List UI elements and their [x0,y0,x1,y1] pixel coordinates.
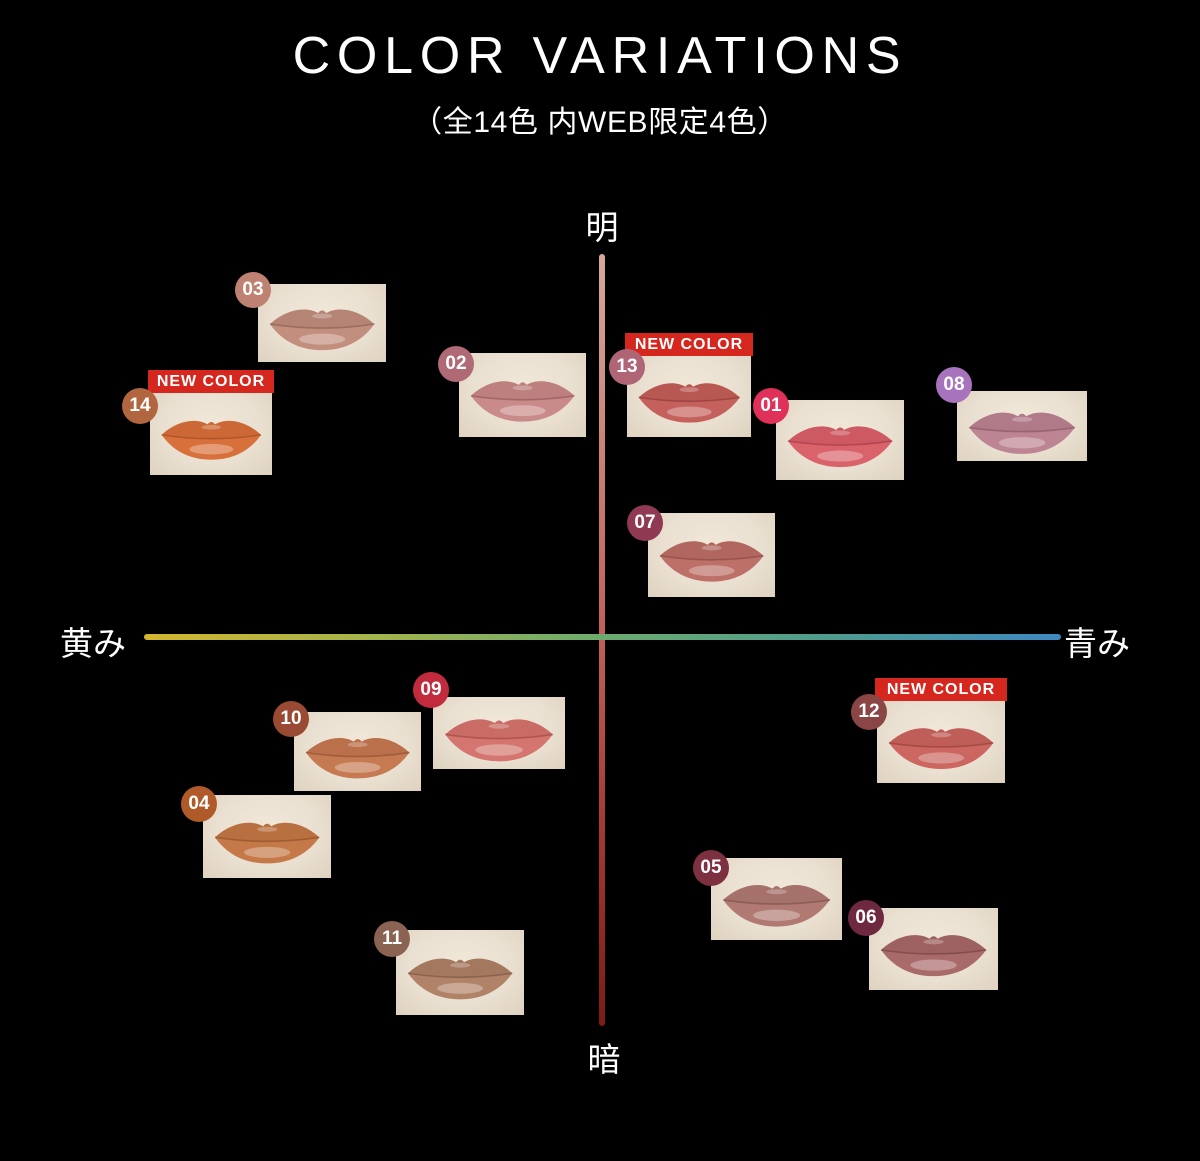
lip-photo [957,391,1087,461]
color-number-badge: 04 [181,786,217,822]
lip-photo [258,284,386,362]
lips-illustration [407,958,513,1000]
color-number-badge: 13 [609,349,645,385]
color-swatch: 06 [848,900,998,990]
lips-illustration [659,541,764,582]
vertical-axis-line [599,254,605,1026]
color-number-badge: 06 [848,900,884,936]
color-swatch: 02 [438,346,586,437]
axis-label-bright: 明 [585,209,619,246]
lip-photo [869,908,998,990]
lip-photo [459,353,586,437]
color-number-badge: 11 [374,921,410,957]
axis-label-yellowish: 黄み [60,625,126,662]
lips-illustration [305,737,410,779]
color-number-badge: 12 [851,694,887,730]
lips-illustration [445,718,553,761]
color-swatch: 10 [273,701,421,791]
lips-illustration [161,421,261,460]
lips-illustration [969,412,1075,454]
color-number-badge: 03 [235,272,271,308]
lips-illustration [888,728,994,770]
color-number-badge: 14 [122,388,158,424]
lip-photo [203,795,331,878]
color-swatch: 01 [753,388,904,480]
lip-photo [627,356,751,437]
lip-photo [711,858,842,940]
color-number-badge: 07 [627,505,663,541]
color-swatch: NEW COLOR 14 [122,370,274,475]
color-swatch: 05 [693,850,842,940]
lip-photo [150,393,272,475]
color-swatch: 07 [627,505,775,597]
color-swatch: NEW COLOR 13 [609,333,753,437]
new-color-banner: NEW COLOR [148,370,274,393]
horizontal-axis-line [144,634,1061,640]
axis-label-bluish: 青み [1064,625,1130,662]
lip-photo [776,400,904,480]
page-title: COLOR VARIATIONS [292,27,908,85]
axis-label-dark: 暗 [587,1041,621,1078]
color-swatch: 03 [235,272,386,362]
color-swatch: 04 [181,786,331,878]
lips-illustration [638,383,740,423]
color-swatch: NEW COLOR 12 [851,678,1007,783]
color-number-badge: 10 [273,701,309,737]
color-swatch: 09 [413,672,565,769]
lips-illustration [787,426,893,468]
lips-illustration [214,822,320,864]
color-number-badge: 08 [936,367,972,403]
lips-illustration [880,935,987,977]
color-swatch: 08 [936,367,1087,461]
lips-illustration [269,309,375,351]
page-subtitle: （全14色 内WEB限定4色） [412,106,788,139]
color-number-badge: 01 [753,388,789,424]
lips-illustration [723,885,830,927]
lip-photo [433,697,565,769]
lip-photo [648,513,775,597]
color-swatch: 11 [374,921,524,1015]
color-number-badge: 05 [693,850,729,886]
lip-photo [396,930,524,1015]
lips-illustration [470,381,575,422]
color-number-badge: 09 [413,672,449,708]
lip-photo [877,701,1005,783]
lip-photo [294,712,421,791]
new-color-banner: NEW COLOR [625,333,753,356]
color-number-badge: 02 [438,346,474,382]
new-color-banner: NEW COLOR [875,678,1007,701]
